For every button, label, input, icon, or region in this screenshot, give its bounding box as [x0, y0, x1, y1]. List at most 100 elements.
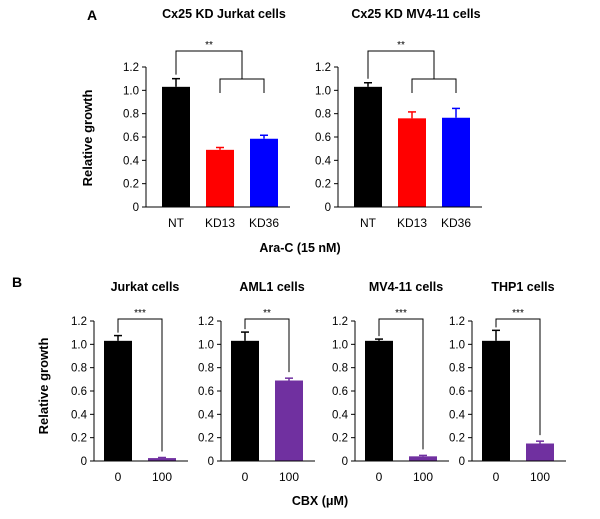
- y-tick-label: 1.2: [449, 316, 465, 328]
- significance-bracket: [175, 50, 243, 79]
- y-tick-label: 1.0: [332, 339, 348, 351]
- panel-b-chart-4: THP1 cells 0 0.2 0.4 0.6 0.8 1.0 1.2 0 100 ***: [449, 280, 566, 484]
- significance-bracket: [495, 318, 541, 436]
- chart-title: Cx25 KD Jurkat cells: [162, 7, 286, 21]
- bar-nt: [354, 86, 382, 207]
- significance-label: ***: [134, 308, 146, 319]
- bar-0: [482, 340, 510, 461]
- x-category-label: KD36: [441, 216, 471, 230]
- x-category-label: 0: [242, 470, 249, 484]
- significance-label: ***: [512, 308, 524, 319]
- significance-label: ***: [395, 308, 407, 319]
- panel-b-x-axis-label: CBX (μM): [292, 494, 348, 508]
- y-tick-label: 0.2: [198, 433, 214, 445]
- y-tick-label: 1.0: [71, 339, 87, 351]
- panel-b-chart-2: AML1 cells 0 0.2 0.4 0.6 0.8 1.0 1.2 0 100 **: [198, 280, 315, 484]
- bar-nt: [162, 86, 190, 207]
- significance-sub-bracket: [411, 78, 457, 93]
- y-tick-label: 0.6: [332, 386, 348, 398]
- y-tick-label: 0: [133, 202, 139, 214]
- x-category-label: NT: [360, 216, 377, 230]
- y-tick-label: 0.6: [123, 132, 139, 144]
- y-tick-label: 0.2: [449, 433, 465, 445]
- y-tick-label: 0.8: [332, 363, 348, 375]
- y-tick-label: 0.6: [71, 386, 87, 398]
- panel-a-chart-2: Cx25 KD MV4-11 cells 0 0.2 0.4 0.6 0.8 1.0 1.2 N…: [315, 7, 482, 230]
- chart-title: Cx25 KD MV4-11 cells: [351, 7, 480, 21]
- y-tick-label: 0.2: [123, 179, 139, 191]
- panel-a-chart-1: Cx25 KD Jurkat cells 0 0.2 0.4 0.6 0.8 1.0 1.2 N…: [123, 7, 290, 230]
- bar-0: [104, 340, 132, 461]
- y-tick-label: 0.2: [71, 433, 87, 445]
- panel-b-chart-3: MV4-11 cells 0 0.2 0.4 0.6 0.8 1.0 1.2 0 100 ***: [332, 280, 449, 484]
- significance-bracket: [378, 318, 424, 450]
- y-tick-label: 1.2: [198, 316, 214, 328]
- significance-bracket: [367, 50, 435, 79]
- y-tick-label: 0.4: [71, 409, 88, 421]
- chart-panels: Cx25 KD Jurkat cells 0 0.2 0.4 0.6 0.8 1.0 1.2 N…: [71, 7, 566, 484]
- panel-b-label: B: [12, 274, 22, 290]
- y-tick-label: 1.0: [198, 339, 214, 351]
- x-category-label: KD13: [205, 216, 235, 230]
- bar-100: [409, 456, 437, 461]
- y-tick-label: 0: [208, 456, 214, 468]
- y-tick-label: 0.6: [198, 386, 214, 398]
- y-tick-label: 0.6: [315, 132, 331, 144]
- y-tick-label: 1.2: [332, 316, 348, 328]
- bar-kd36: [250, 138, 278, 207]
- y-tick-label: 0.8: [123, 109, 139, 121]
- y-tick-label: 1.2: [123, 62, 139, 74]
- y-tick-label: 1.2: [71, 316, 87, 328]
- x-category-label: 0: [493, 470, 500, 484]
- x-category-label: KD36: [249, 216, 279, 230]
- chart-title: Jurkat cells: [111, 280, 180, 294]
- significance-label: **: [397, 40, 405, 51]
- bar-100: [275, 380, 303, 461]
- significance-bracket: [117, 318, 163, 452]
- y-tick-label: 0: [81, 456, 87, 468]
- x-category-label: 100: [152, 470, 172, 484]
- panel-a-y-axis-label: Relative growth: [80, 90, 95, 187]
- y-tick-label: 1.0: [449, 339, 465, 351]
- y-tick-label: 0.4: [315, 155, 332, 167]
- significance-label: **: [205, 40, 213, 51]
- y-tick-label: 0.4: [332, 409, 349, 421]
- bar-kd36: [442, 117, 470, 207]
- y-tick-label: 0.8: [198, 363, 214, 375]
- y-tick-label: 1.0: [123, 85, 139, 97]
- x-category-label: KD13: [397, 216, 427, 230]
- x-category-label: NT: [168, 216, 185, 230]
- bar-100: [148, 458, 176, 461]
- y-tick-label: 0.6: [449, 386, 465, 398]
- panel-b-y-axis-label: Relative growth: [36, 338, 51, 435]
- y-tick-label: 0: [459, 456, 465, 468]
- bar-100: [526, 443, 554, 461]
- bar-kd13: [206, 149, 234, 207]
- panel-a-label: A: [87, 7, 97, 23]
- panel-a-x-axis-label: Ara-C (15 nM): [259, 241, 340, 255]
- x-category-label: 100: [413, 470, 433, 484]
- y-tick-label: 1.0: [315, 85, 331, 97]
- panel-b-chart-1: Jurkat cells 0 0.2 0.4 0.6 0.8 1.0 1.2 0 100 ***: [71, 280, 188, 484]
- y-tick-label: 0.2: [332, 433, 348, 445]
- y-tick-label: 0.2: [315, 179, 331, 191]
- y-tick-label: 0.4: [449, 409, 466, 421]
- y-tick-label: 1.2: [315, 62, 331, 74]
- x-category-label: 100: [279, 470, 299, 484]
- chart-title: AML1 cells: [239, 280, 304, 294]
- chart-title: MV4-11 cells: [369, 280, 443, 294]
- significance-bracket: [244, 318, 290, 373]
- y-tick-label: 0.4: [123, 155, 140, 167]
- y-tick-label: 0.8: [449, 363, 465, 375]
- x-category-label: 0: [115, 470, 122, 484]
- x-category-label: 100: [530, 470, 550, 484]
- bar-kd13: [398, 118, 426, 207]
- bar-0: [231, 340, 259, 461]
- y-tick-label: 0: [342, 456, 348, 468]
- chart-title: THP1 cells: [491, 280, 554, 294]
- y-tick-label: 0.8: [71, 363, 87, 375]
- y-tick-label: 0: [325, 202, 331, 214]
- y-tick-label: 0.8: [315, 109, 331, 121]
- significance-label: **: [263, 308, 271, 319]
